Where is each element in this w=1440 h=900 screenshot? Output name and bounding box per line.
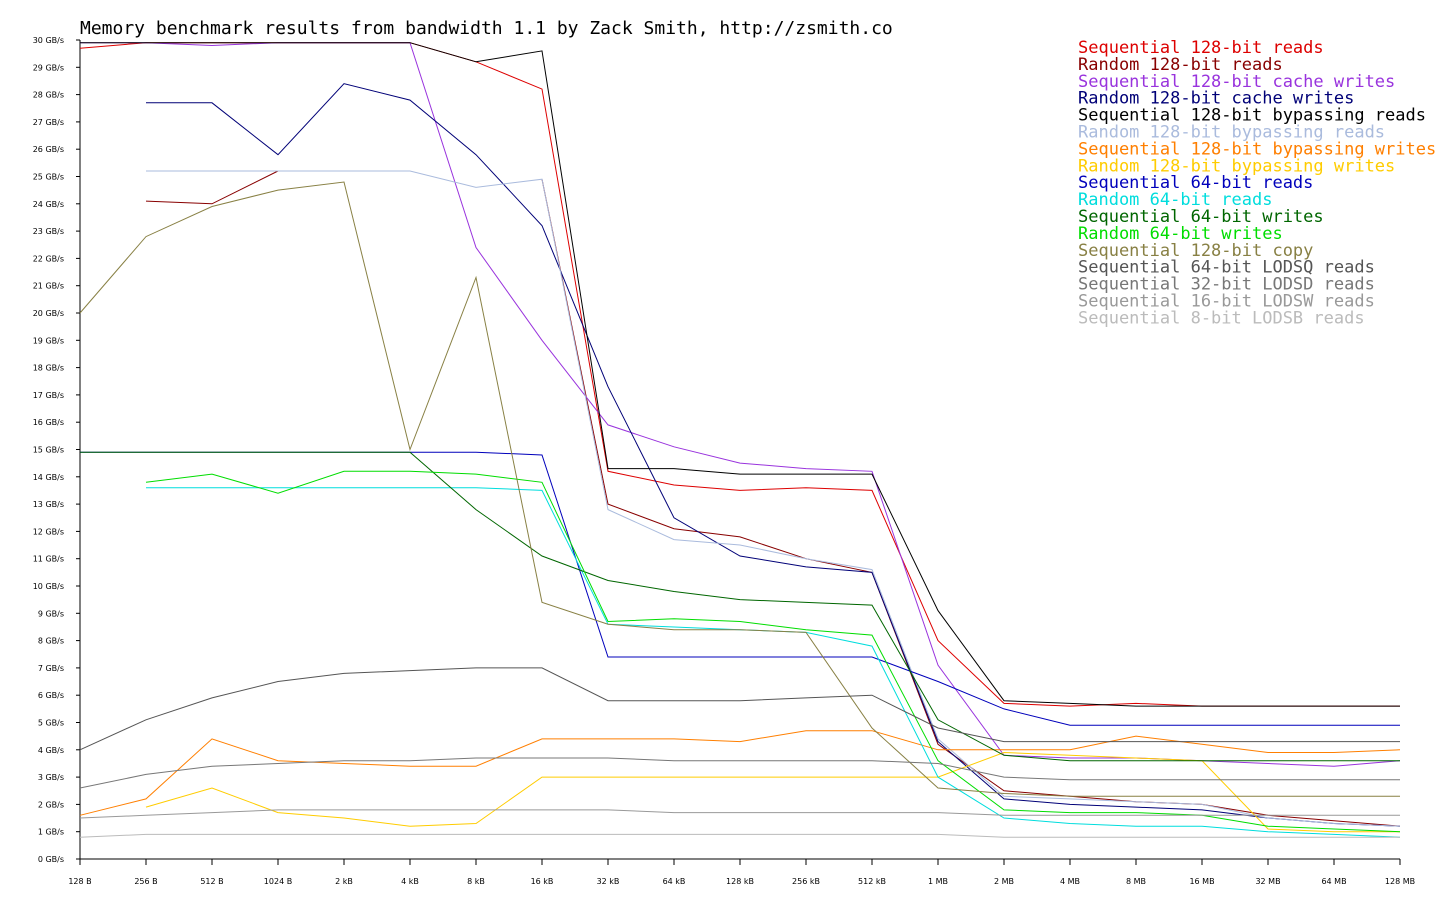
x-tick-label: 1024 B — [264, 877, 292, 886]
chart-axes: 0 GB/s 1 GB/s 2 GB/s 3 GB/s 4 GB/s 5 GB/s 6 GB… — [33, 36, 1415, 886]
y-tick-label: 20 GB/s — [33, 309, 64, 318]
legend-entry: Sequential 128-bit bypassing writes — [1078, 139, 1436, 159]
x-tick-label: 32 kB — [597, 877, 620, 886]
y-tick-label: 8 GB/s — [38, 637, 64, 646]
series-line-sequential-8-bit-lodsb-reads — [79, 833, 1400, 838]
series-line-sequential-128-bit-bypassing-reads — [80, 42, 1400, 707]
y-tick-label: 6 GB/s — [38, 691, 64, 700]
y-tick-label: 0 GB/s — [38, 855, 64, 864]
series-line-sequential-128-bit-copy — [79, 181, 1400, 797]
series-line-sequential-16-bit-lodsw-reads — [79, 809, 1400, 819]
y-tick-label: 15 GB/s — [33, 446, 64, 455]
series-line-random-64-bit-writes — [145, 470, 1401, 833]
x-tick-label: 32 MB — [1255, 877, 1280, 886]
series-line-sequential-128-bit-bypassing-writes — [79, 730, 1401, 816]
legend-entry: Sequential 128-bit cache writes — [1078, 72, 1395, 92]
y-tick-label: 7 GB/s — [38, 664, 64, 673]
x-tick-label: 64 MB — [1321, 877, 1346, 886]
y-tick-label: 21 GB/s — [33, 282, 64, 291]
y-tick-label: 18 GB/s — [33, 364, 64, 373]
legend-entry: Sequential 16-bit LODSW reads — [1078, 292, 1375, 312]
x-tick-label: 4 MB — [1060, 877, 1080, 886]
y-tick-label: 9 GB/s — [38, 609, 64, 618]
legend-entry: Sequential 64-bit writes — [1078, 207, 1324, 227]
legend-entry: Sequential 128-bit bypassing reads — [1078, 106, 1426, 126]
x-tick-label: 2 MB — [994, 877, 1014, 886]
y-tick-label: 13 GB/s — [33, 500, 64, 509]
legend-entry: Random 128-bit cache writes — [1078, 89, 1354, 109]
y-tick-label: 14 GB/s — [33, 473, 64, 482]
legend-entry: Random 64-bit writes — [1078, 224, 1283, 244]
y-tick-label: 2 GB/s — [38, 800, 64, 809]
x-tick-label: 8 kB — [467, 877, 485, 886]
y-tick-label: 29 GB/s — [33, 63, 64, 72]
y-tick-label: 11 GB/s — [33, 555, 64, 564]
x-tick-label: 512 B — [200, 877, 223, 886]
legend-entry: Sequential 32-bit LODSD reads — [1078, 275, 1375, 295]
y-tick-label: 12 GB/s — [33, 527, 64, 536]
x-tick-label: 64 kB — [663, 877, 686, 886]
x-tick-label: 8 MB — [1126, 877, 1146, 886]
legend-entry: Sequential 8-bit LODSB reads — [1078, 308, 1365, 328]
legend-entry: Sequential 64-bit reads — [1078, 173, 1313, 193]
legend-entry: Sequential 128-bit copy — [1078, 241, 1313, 261]
x-tick-label: 16 kB — [531, 877, 554, 886]
x-tick-label: 4 kB — [401, 877, 419, 886]
legend-entry: Random 128-bit bypassing reads — [1078, 123, 1385, 143]
series-line-random-64-bit-reads — [146, 487, 1401, 838]
x-tick-label: 1 MB — [928, 877, 948, 886]
y-tick-label: 10 GB/s — [33, 582, 64, 591]
y-tick-label: 23 GB/s — [33, 227, 64, 236]
legend-entry: Sequential 128-bit reads — [1078, 38, 1324, 58]
series-line-random-128-bit-bypassing-reads — [146, 170, 1401, 827]
y-tick-label: 17 GB/s — [33, 391, 64, 400]
series-line-sequential-32-bit-lodsd-reads — [79, 757, 1400, 789]
x-tick-label: 128 MB — [1385, 877, 1415, 886]
plot-area — [79, 42, 1401, 838]
chart-title: Memory benchmark results from bandwidth … — [80, 18, 893, 39]
x-tick-label: 2 kB — [335, 877, 353, 886]
series-line-random-128-bit-bypassing-writes — [145, 751, 1400, 833]
x-tick-label: 256 kB — [792, 877, 820, 886]
series-line-sequential-64-bit-writes — [80, 451, 1400, 762]
x-tick-label: 128 B — [68, 877, 91, 886]
x-tick-label: 512 kB — [858, 877, 886, 886]
series-line-random-128-bit-reads — [145, 170, 279, 205]
legend-entry: Random 128-bit bypassing writes — [1078, 156, 1395, 176]
legend-entry: Sequential 64-bit LODSQ reads — [1078, 258, 1375, 278]
y-tick-label: 30 GB/s — [33, 36, 64, 45]
legend-entry: Random 128-bit reads — [1078, 55, 1283, 75]
y-tick-label: 27 GB/s — [33, 118, 64, 127]
x-tick-label: 256 B — [134, 877, 157, 886]
x-tick-label: 16 MB — [1189, 877, 1214, 886]
y-tick-label: 1 GB/s — [38, 828, 64, 837]
series-line-sequential-64-bit-lodsq-reads — [79, 667, 1400, 751]
y-tick-label: 25 GB/s — [33, 173, 64, 182]
y-tick-label: 24 GB/s — [33, 200, 64, 209]
y-tick-label: 19 GB/s — [33, 336, 64, 345]
y-tick-label: 4 GB/s — [38, 746, 64, 755]
series-line-random-128-bit-cache-writes — [146, 83, 1401, 827]
y-tick-label: 26 GB/s — [33, 145, 64, 154]
y-tick-label: 16 GB/s — [33, 418, 64, 427]
y-tick-label: 3 GB/s — [38, 773, 64, 782]
y-tick-label: 28 GB/s — [33, 91, 64, 100]
y-tick-label: 22 GB/s — [33, 254, 64, 263]
y-tick-label: 5 GB/s — [38, 719, 64, 728]
legend-entry: Random 64-bit reads — [1078, 190, 1272, 210]
x-tick-label: 128 kB — [726, 877, 754, 886]
